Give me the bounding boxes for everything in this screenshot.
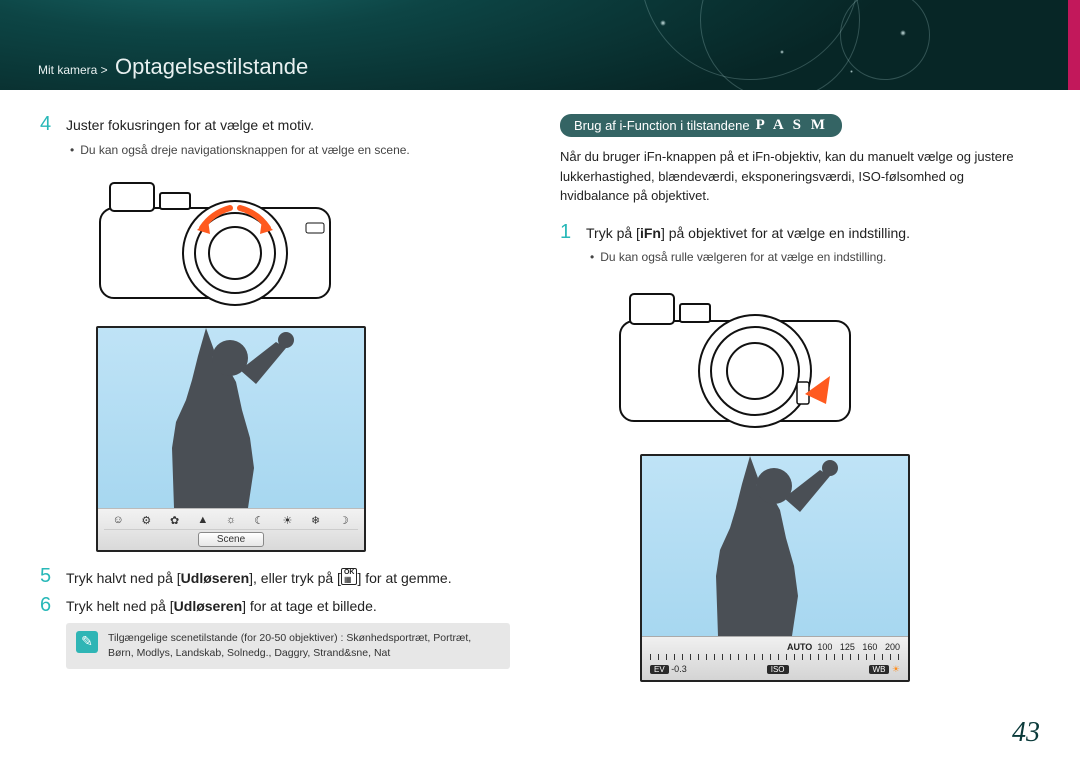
wb-chip: WB [869, 665, 890, 674]
scene-bar: ☺ ⚙ ✿ ▲ ☼ ☾ ☀ ❄ ☽ Scene [98, 508, 364, 550]
pasm-modes: P A S M [756, 117, 828, 134]
step-text: Juster fokusringen for at vælge et motiv… [66, 114, 314, 136]
breadcrumb: Mit kamera > Optagelsestilstande [38, 54, 308, 80]
section-title: Brug af i-Function i tilstandene [574, 118, 750, 133]
left-column: 4 Juster fokusringen for at vælge et mot… [40, 114, 510, 696]
note-box: ✎ Tilgængelige scenetilstande (for 20-50… [66, 623, 510, 669]
section-heading-pill: Brug af i-Function i tilstandene P A S M [560, 114, 842, 137]
preview-sky [98, 328, 364, 508]
step-1: 1 Tryk på [iFn] på objektivet for at væl… [560, 222, 1030, 244]
accent-bar [1068, 0, 1080, 90]
step-number: 5 [40, 566, 56, 586]
screen-preview-left: ☺ ⚙ ✿ ▲ ☼ ☾ ☀ ❄ ☽ Scene [96, 326, 366, 552]
header-band: Mit kamera > Optagelsestilstande [0, 0, 1080, 90]
step-text: Tryk halvt ned på [Udløseren], eller try… [66, 566, 452, 589]
breadcrumb-prefix: Mit kamera > [38, 63, 108, 77]
step-4: 4 Juster fokusringen for at vælge et mot… [40, 114, 510, 136]
ev-chip: EV [650, 665, 669, 674]
step-number: 1 [560, 222, 576, 242]
step-text: Tryk helt ned på [Udløseren] for at tage… [66, 595, 377, 617]
screen-preview-right: AUTO 100 125 160 200 EV -0.3 ISO WB ☀ [640, 454, 910, 682]
scene-icon-row: ☺ ⚙ ✿ ▲ ☼ ☾ ☀ ❄ ☽ [104, 512, 358, 530]
silhouette-icon [690, 456, 860, 636]
step4-bullet: Du kan også dreje navigationsknappen for… [70, 142, 510, 159]
intro-paragraph: Når du bruger iFn-knappen på et iFn-obje… [560, 147, 1030, 206]
iso-chip: ISO [767, 665, 789, 674]
right-column: Brug af i-Function i tilstandene P A S M… [560, 114, 1030, 696]
step-number: 4 [40, 114, 56, 134]
note-text: Tilgængelige scenetilstande (for 20-50 o… [108, 631, 498, 661]
camera-illustration-left [80, 168, 360, 318]
step-5: 5 Tryk halvt ned på [Udløseren], eller t… [40, 566, 510, 589]
ok-icon: OK▦ [341, 568, 358, 585]
sun-icon: ☀ [892, 664, 900, 674]
content-area: 4 Juster fokusringen for at vælge et mot… [0, 90, 1080, 696]
step1-bullet: Du kan også rulle vælgeren for at vælge … [590, 249, 1030, 266]
step-text: Tryk på [iFn] på objektivet for at vælge… [586, 222, 910, 244]
camera-illustration-right [600, 276, 880, 446]
step-number: 6 [40, 595, 56, 615]
status-bar: AUTO 100 125 160 200 EV -0.3 ISO WB ☀ [642, 636, 908, 680]
step-6: 6 Tryk helt ned på [Udløseren] for at ta… [40, 595, 510, 617]
page-number: 43 [1012, 717, 1040, 749]
pen-icon: ✎ [76, 631, 98, 653]
scene-label: Scene [198, 532, 264, 547]
page-title: Optagelsestilstande [115, 54, 308, 79]
silhouette-icon [146, 328, 316, 508]
preview-sky [642, 456, 908, 636]
